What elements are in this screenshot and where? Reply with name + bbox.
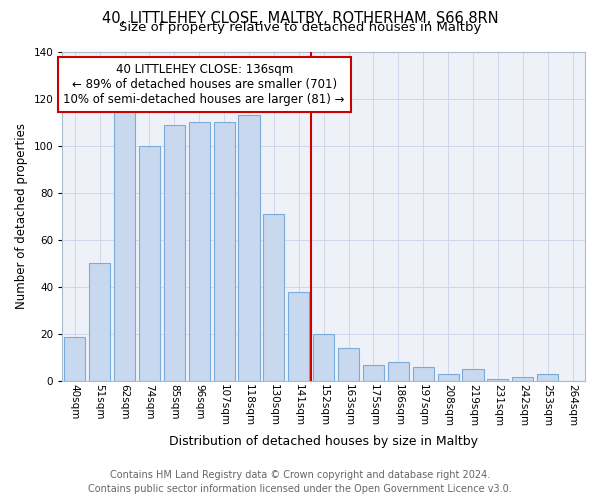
Bar xyxy=(437,374,458,382)
X-axis label: Distribution of detached houses by size in Maltby: Distribution of detached houses by size … xyxy=(169,434,478,448)
Bar xyxy=(338,348,359,382)
Bar xyxy=(214,122,235,382)
Bar xyxy=(413,367,434,382)
Bar xyxy=(164,124,185,382)
Bar xyxy=(139,146,160,382)
Bar xyxy=(463,370,484,382)
Bar xyxy=(288,292,310,382)
Bar xyxy=(388,362,409,382)
Text: Contains HM Land Registry data © Crown copyright and database right 2024.
Contai: Contains HM Land Registry data © Crown c… xyxy=(88,470,512,494)
Bar xyxy=(238,115,260,382)
Text: 40, LITTLEHEY CLOSE, MALTBY, ROTHERHAM, S66 8RN: 40, LITTLEHEY CLOSE, MALTBY, ROTHERHAM, … xyxy=(101,11,499,26)
Bar xyxy=(263,214,284,382)
Bar xyxy=(188,122,210,382)
Bar xyxy=(313,334,334,382)
Bar xyxy=(114,104,135,382)
Text: 40 LITTLEHEY CLOSE: 136sqm
← 89% of detached houses are smaller (701)
10% of sem: 40 LITTLEHEY CLOSE: 136sqm ← 89% of deta… xyxy=(64,64,345,106)
Bar xyxy=(537,374,558,382)
Text: Size of property relative to detached houses in Maltby: Size of property relative to detached ho… xyxy=(119,21,481,34)
Bar xyxy=(512,376,533,382)
Bar xyxy=(64,336,85,382)
Bar xyxy=(89,264,110,382)
Bar xyxy=(363,365,384,382)
Bar xyxy=(487,379,508,382)
Y-axis label: Number of detached properties: Number of detached properties xyxy=(15,124,28,310)
